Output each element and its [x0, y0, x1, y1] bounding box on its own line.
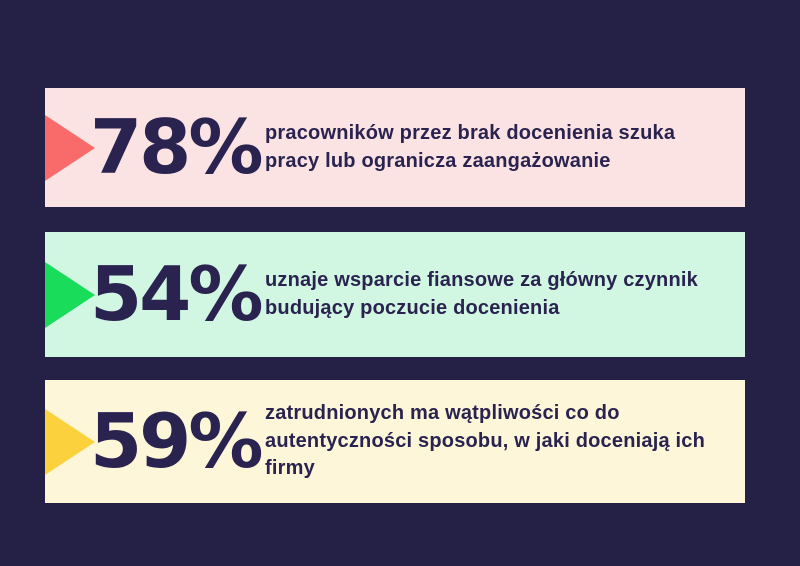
- right-arrow-icon: [45, 114, 95, 181]
- stat-description: pracowników przez brak docenienia szuka …: [265, 121, 676, 172]
- stat-bar-3: 59% zatrudnionych ma wątpliwości co do a…: [45, 380, 745, 503]
- stat-value: 59%: [90, 397, 264, 485]
- stat-value: 54%: [90, 250, 264, 338]
- right-arrow-icon: [45, 261, 95, 328]
- stat-value: 78%: [90, 103, 264, 191]
- stat-bar-1: 78% pracowników przez brak docenienia sz…: [45, 88, 745, 207]
- stat-description: uznaje wsparcie fiansowe za główny czynn…: [265, 268, 698, 319]
- right-arrow-icon: [45, 408, 95, 475]
- stat-description: zatrudnionych ma wątpliwości co do auten…: [265, 402, 706, 480]
- stat-bar-2: 54% uznaje wsparcie fiansowe za główny c…: [45, 232, 745, 357]
